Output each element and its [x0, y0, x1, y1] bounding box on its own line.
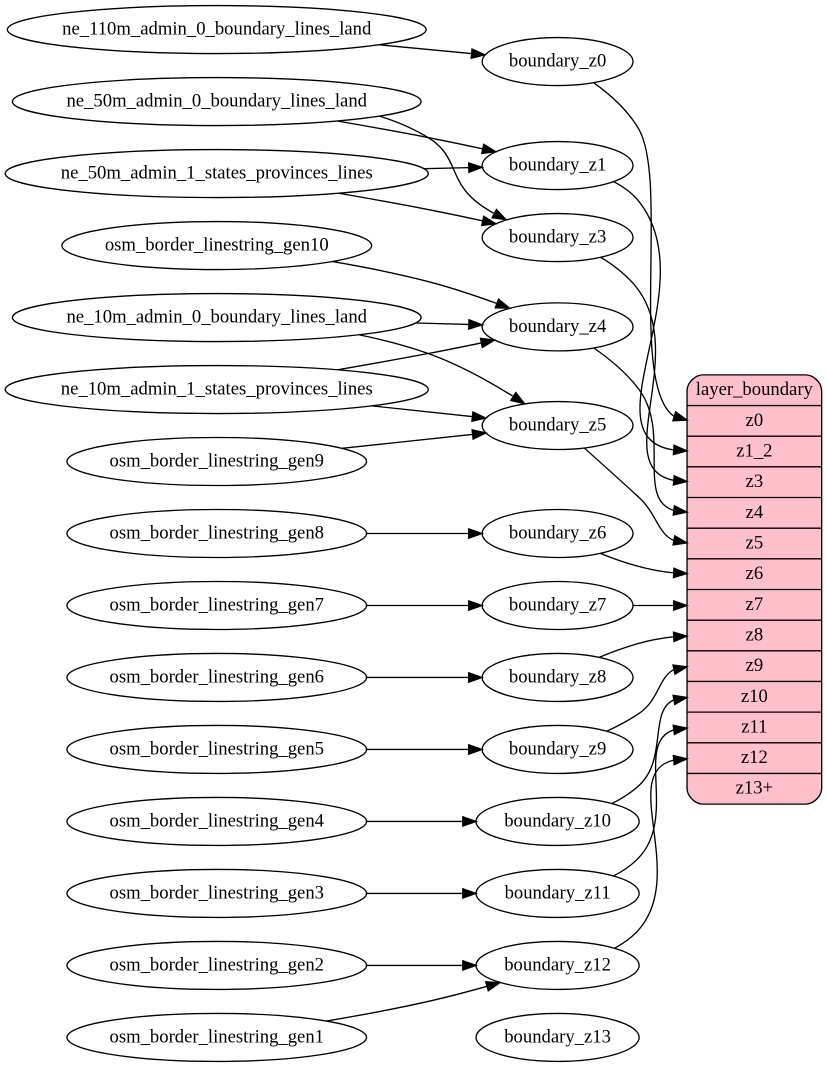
svg-text:ne_10m_admin_1_states_province: ne_10m_admin_1_states_provinces_lines [61, 378, 373, 399]
svg-text:osm_border_linestring_gen7: osm_border_linestring_gen7 [109, 594, 324, 615]
svg-text:z12: z12 [741, 747, 768, 768]
svg-text:ne_50m_admin_0_boundary_lines_: ne_50m_admin_0_boundary_lines_land [66, 91, 367, 112]
svg-text:layer_boundary: layer_boundary [696, 379, 814, 400]
svg-text:boundary_z9: boundary_z9 [509, 738, 606, 759]
svg-text:boundary_z3: boundary_z3 [509, 226, 606, 247]
svg-text:osm_border_linestring_gen6: osm_border_linestring_gen6 [109, 666, 324, 687]
svg-text:osm_border_linestring_gen8: osm_border_linestring_gen8 [109, 522, 324, 543]
svg-text:ne_50m_admin_1_states_province: ne_50m_admin_1_states_provinces_lines [61, 162, 373, 183]
svg-text:osm_border_linestring_gen2: osm_border_linestring_gen2 [109, 954, 324, 975]
svg-text:z0: z0 [746, 410, 764, 431]
svg-text:boundary_z0: boundary_z0 [509, 51, 606, 72]
svg-text:boundary_z1: boundary_z1 [509, 154, 606, 175]
svg-text:boundary_z6: boundary_z6 [509, 522, 606, 543]
svg-text:ne_110m_admin_0_boundary_lines: ne_110m_admin_0_boundary_lines_land [62, 19, 372, 40]
svg-text:boundary_z7: boundary_z7 [509, 594, 606, 615]
svg-text:osm_border_linestring_gen4: osm_border_linestring_gen4 [109, 810, 324, 831]
svg-text:z13+: z13+ [736, 778, 773, 799]
svg-text:osm_border_linestring_gen1: osm_border_linestring_gen1 [109, 1026, 324, 1047]
svg-text:osm_border_linestring_gen9: osm_border_linestring_gen9 [109, 450, 324, 471]
svg-text:boundary_z10: boundary_z10 [504, 810, 611, 831]
svg-text:boundary_z12: boundary_z12 [504, 954, 611, 975]
svg-text:boundary_z13: boundary_z13 [504, 1026, 611, 1047]
svg-text:z5: z5 [746, 532, 764, 553]
svg-text:z9: z9 [746, 655, 764, 676]
svg-text:boundary_z5: boundary_z5 [509, 414, 606, 435]
svg-text:ne_10m_admin_0_boundary_lines_: ne_10m_admin_0_boundary_lines_land [66, 306, 367, 327]
svg-text:osm_border_linestring_gen3: osm_border_linestring_gen3 [109, 882, 324, 903]
svg-text:boundary_z11: boundary_z11 [505, 882, 611, 903]
svg-text:boundary_z4: boundary_z4 [509, 316, 607, 337]
svg-text:z7: z7 [746, 594, 764, 615]
svg-text:z3: z3 [746, 471, 764, 492]
svg-text:z4: z4 [746, 502, 764, 523]
svg-text:boundary_z8: boundary_z8 [509, 666, 606, 687]
svg-text:z10: z10 [741, 686, 768, 707]
svg-text:osm_border_linestring_gen10: osm_border_linestring_gen10 [105, 234, 329, 255]
svg-text:z11: z11 [741, 716, 767, 737]
svg-text:z8: z8 [746, 624, 764, 645]
svg-text:z1_2: z1_2 [736, 440, 772, 461]
svg-text:z6: z6 [746, 563, 764, 584]
svg-text:osm_border_linestring_gen5: osm_border_linestring_gen5 [109, 738, 324, 759]
